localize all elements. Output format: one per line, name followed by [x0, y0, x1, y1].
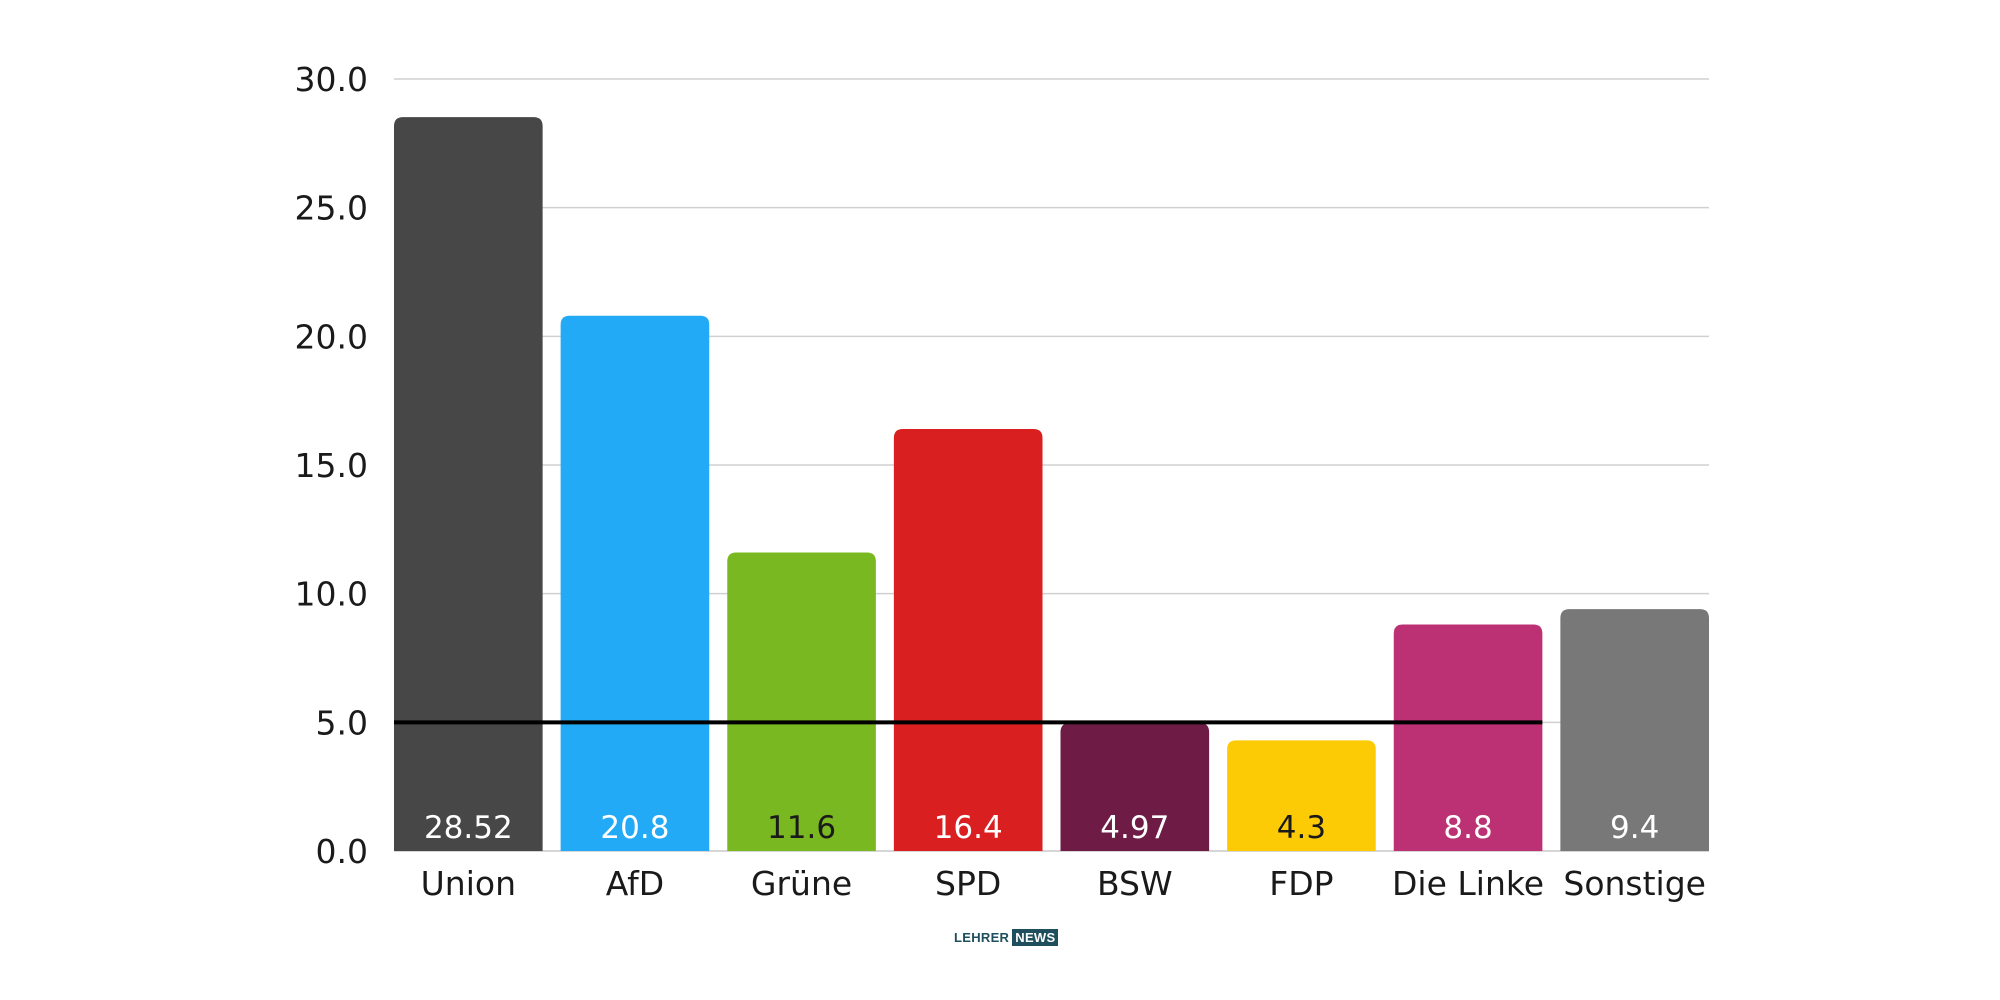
y-tick-label: 20.0 [295, 317, 368, 356]
lehrer-news-logo: LEHRER NEWS [954, 928, 1059, 946]
value-label: 28.52 [424, 810, 513, 846]
bar-spd [893, 428, 1043, 851]
value-label: 4.3 [1277, 810, 1326, 846]
category-label: FDP [1269, 864, 1333, 903]
category-label: BSW [1097, 864, 1173, 903]
bar-bsw [1060, 723, 1210, 851]
y-tick-label: 15.0 [295, 446, 368, 485]
bar-afd [560, 315, 710, 851]
bar-sonstige [1560, 609, 1709, 851]
value-labels: 28.52 20.8 11.6 16.4 4.97 4.3 8.8 9.4 [424, 810, 1659, 846]
bar-union [394, 117, 543, 852]
y-tick-label: 0.0 [316, 832, 368, 871]
y-tick-label: 10.0 [295, 575, 368, 614]
bar-die-linke [1393, 624, 1543, 851]
category-label: Union [421, 864, 516, 903]
category-label: Grüne [751, 864, 852, 903]
category-label: AfD [606, 864, 664, 903]
value-label: 16.4 [934, 810, 1003, 846]
bar-fdp [1227, 740, 1376, 851]
bar-grüne [727, 552, 876, 851]
value-label: 9.4 [1610, 810, 1659, 846]
category-label: Die Linke [1392, 864, 1544, 903]
y-tick-label: 5.0 [316, 703, 368, 742]
category-label: SPD [935, 864, 1001, 903]
y-axis-ticks: 0.0 5.0 10.0 15.0 20.0 25.0 30.0 [295, 60, 368, 871]
y-tick-label: 30.0 [295, 60, 368, 99]
bars [394, 117, 1709, 852]
category-label: Sonstige [1563, 864, 1706, 903]
value-label: 8.8 [1443, 810, 1492, 846]
value-label: 11.6 [767, 810, 836, 846]
logo-text-news: NEWS [1012, 928, 1059, 946]
x-axis-categories: Union AfD Grüne SPD BSW FDP Die Linke Sonstige [421, 864, 1706, 903]
y-tick-label: 25.0 [295, 189, 368, 228]
logo-text-lehrer: LEHRER [954, 929, 1010, 945]
value-label: 4.97 [1100, 810, 1169, 846]
value-label: 20.8 [600, 810, 669, 846]
